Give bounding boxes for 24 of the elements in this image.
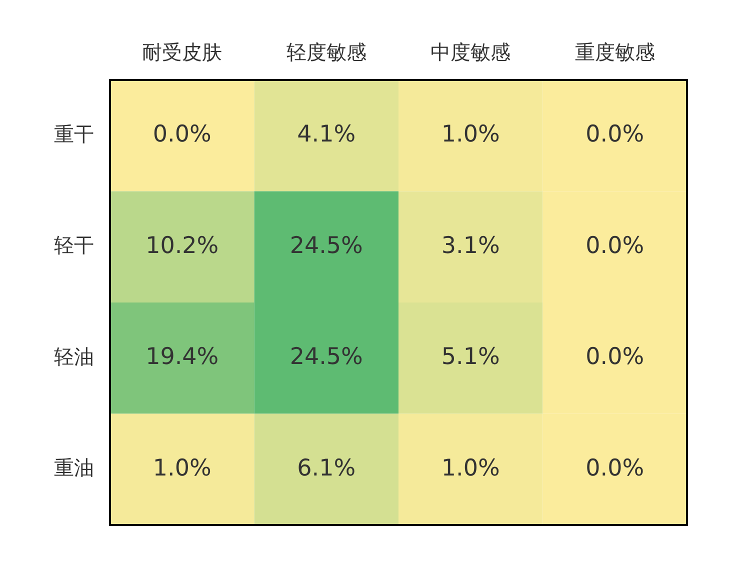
data-label: 24.5% bbox=[290, 344, 363, 370]
x-tick-label: 耐受皮肤 bbox=[142, 40, 222, 64]
data-label: 24.5% bbox=[290, 232, 363, 259]
data-label: 1.0% bbox=[152, 455, 212, 482]
data-label: 19.4% bbox=[146, 344, 219, 370]
x-tick-label: 轻度敏感 bbox=[286, 40, 366, 64]
data-label: 0.0% bbox=[586, 122, 644, 148]
data-label: 1.0% bbox=[441, 122, 500, 148]
data-label: 4.1% bbox=[297, 122, 356, 148]
x-tick-label: 重度敏感 bbox=[574, 40, 655, 64]
y-tick-label: 重油 bbox=[54, 456, 94, 480]
data-label: 0.0% bbox=[586, 232, 644, 259]
x-tick-label: 中度敏感 bbox=[430, 40, 511, 64]
data-label: 3.1% bbox=[441, 232, 500, 259]
y-tick-label: 轻干 bbox=[54, 233, 94, 258]
y-tick-label: 轻油 bbox=[54, 344, 94, 368]
data-label: 0.0% bbox=[152, 122, 212, 148]
data-label: 0.0% bbox=[586, 344, 644, 370]
data-label: 1.0% bbox=[441, 455, 500, 482]
data-label: 0.0% bbox=[586, 455, 644, 482]
data-label: 6.1% bbox=[297, 455, 356, 482]
data-label: 5.1% bbox=[441, 344, 500, 370]
y-tick-label: 重干 bbox=[54, 122, 94, 146]
data-label: 10.2% bbox=[146, 232, 219, 259]
